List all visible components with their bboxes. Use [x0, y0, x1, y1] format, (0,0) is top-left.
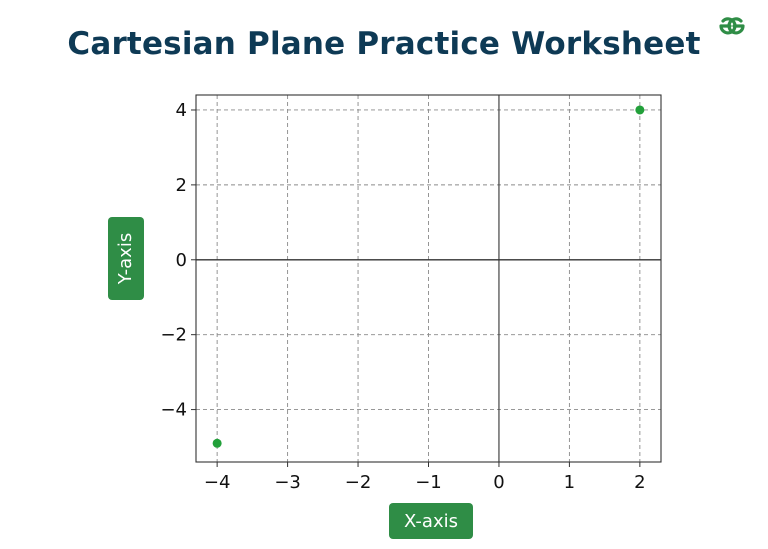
y-axis-label-badge — [108, 217, 144, 300]
y-tick-label: −4 — [160, 400, 187, 421]
y-tick-label: −2 — [160, 325, 187, 346]
page-title: Cartesian Plane Practice Worksheet — [67, 26, 701, 62]
data-point — [635, 105, 645, 115]
y-axis-label: Y-axis — [115, 232, 137, 285]
y-tick-label: 4 — [176, 100, 187, 121]
x-tick-label: 0 — [493, 472, 504, 493]
y-tick-label: 0 — [176, 250, 187, 271]
x-tick-label: 1 — [564, 472, 575, 493]
data-point — [212, 438, 222, 448]
x-tick-label: −3 — [274, 472, 301, 493]
y-tick-label: 2 — [176, 175, 187, 196]
x-tick-label: −2 — [345, 472, 372, 493]
geeksforgeeks-logo-icon — [719, 17, 745, 35]
x-tick-label: −1 — [415, 472, 442, 493]
x-axis-label: X-axis — [389, 503, 473, 539]
x-tick-label: −4 — [204, 472, 231, 493]
x-tick-label: 2 — [634, 472, 645, 493]
